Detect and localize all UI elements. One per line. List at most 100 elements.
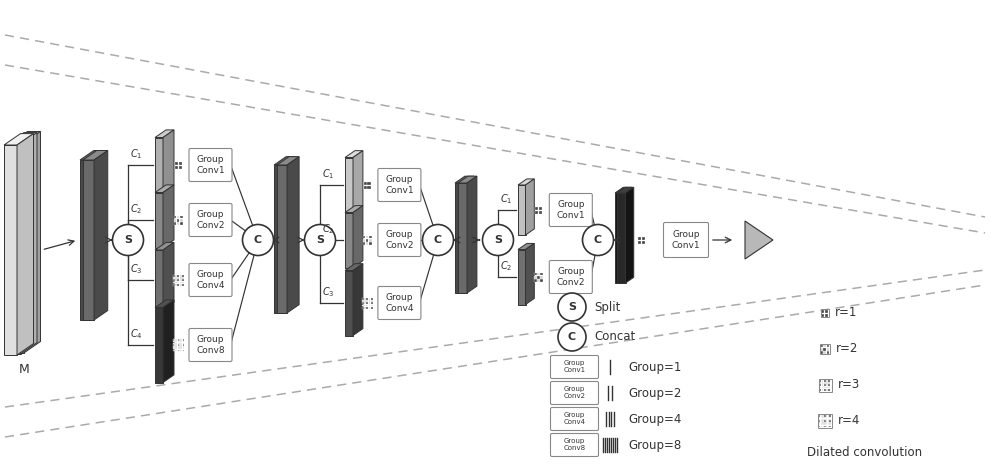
Polygon shape (464, 176, 474, 293)
Polygon shape (20, 133, 37, 354)
Text: Group=1: Group=1 (628, 361, 681, 373)
Text: Group
Conv4: Group Conv4 (196, 270, 225, 290)
Bar (819, 384, 821, 386)
Polygon shape (17, 133, 34, 355)
Polygon shape (163, 300, 174, 382)
Polygon shape (155, 307, 163, 382)
Polygon shape (155, 250, 163, 310)
Bar (824, 417, 826, 418)
Bar (828, 382, 830, 384)
Bar (174, 343, 176, 344)
Bar (828, 380, 830, 381)
Polygon shape (155, 242, 174, 250)
Polygon shape (8, 144, 20, 354)
Bar (826, 420, 827, 422)
Text: C: C (594, 235, 602, 245)
Bar (821, 309, 829, 317)
Polygon shape (745, 221, 773, 259)
Text: Group=4: Group=4 (628, 412, 681, 426)
Bar (824, 384, 826, 386)
Polygon shape (458, 176, 477, 183)
Bar (182, 275, 184, 276)
Bar (364, 307, 366, 309)
Bar (183, 339, 184, 341)
Bar (821, 310, 824, 313)
FancyBboxPatch shape (378, 286, 421, 320)
Bar (821, 314, 824, 317)
Bar (174, 348, 176, 349)
Bar (369, 236, 372, 238)
Polygon shape (24, 132, 40, 353)
Bar (181, 343, 182, 344)
Bar (822, 380, 823, 381)
Bar (824, 415, 826, 417)
Polygon shape (518, 179, 534, 185)
FancyBboxPatch shape (664, 222, 709, 257)
Circle shape (422, 225, 454, 256)
Bar (174, 341, 176, 342)
Circle shape (242, 225, 274, 256)
Bar (540, 273, 543, 276)
FancyBboxPatch shape (550, 381, 598, 405)
Bar (363, 242, 365, 245)
Bar (826, 380, 828, 381)
Bar (818, 414, 832, 428)
Text: r=1: r=1 (835, 306, 858, 320)
Bar (828, 387, 830, 389)
Polygon shape (155, 192, 163, 247)
Bar (369, 239, 372, 242)
Polygon shape (274, 157, 296, 165)
Bar (183, 344, 184, 346)
Polygon shape (274, 165, 284, 313)
Bar (177, 279, 179, 281)
Text: Group
Conv2: Group Conv2 (196, 210, 225, 230)
Polygon shape (345, 264, 363, 270)
Bar (175, 282, 177, 284)
Text: $C_3$: $C_3$ (322, 285, 335, 299)
Polygon shape (617, 187, 634, 193)
Bar (173, 341, 174, 342)
Text: S: S (316, 235, 324, 245)
Bar (819, 417, 820, 418)
FancyBboxPatch shape (189, 203, 232, 237)
Polygon shape (91, 151, 105, 320)
FancyBboxPatch shape (189, 329, 232, 361)
Bar (183, 350, 184, 351)
Bar (822, 424, 824, 425)
Bar (825, 314, 828, 317)
Text: Dilated convolution: Dilated convolution (807, 446, 922, 459)
Bar (179, 344, 181, 346)
Bar (534, 279, 537, 282)
Text: C: C (254, 235, 262, 245)
Text: Group
Conv8: Group Conv8 (563, 438, 586, 452)
Polygon shape (155, 137, 163, 192)
Bar (829, 417, 831, 418)
Polygon shape (8, 133, 37, 144)
Bar (364, 302, 366, 304)
Bar (819, 387, 821, 389)
Bar (178, 339, 179, 341)
Polygon shape (518, 243, 534, 249)
Polygon shape (11, 143, 24, 353)
Bar (181, 344, 182, 346)
Bar (177, 216, 179, 218)
Bar (826, 387, 828, 389)
Bar (183, 346, 184, 348)
Polygon shape (455, 176, 474, 183)
Bar (181, 339, 182, 341)
Polygon shape (526, 243, 534, 304)
Bar (821, 419, 822, 420)
Bar (371, 302, 373, 304)
FancyBboxPatch shape (550, 434, 598, 456)
Bar (829, 422, 831, 424)
Text: $C_4$: $C_4$ (130, 327, 143, 341)
Bar (176, 346, 177, 348)
Text: $C_3$: $C_3$ (130, 262, 143, 276)
Bar (181, 341, 182, 342)
Bar (535, 210, 538, 214)
Bar (821, 426, 822, 427)
Bar (178, 350, 179, 351)
Bar (822, 419, 824, 420)
Bar (363, 236, 365, 238)
Bar (826, 424, 827, 425)
